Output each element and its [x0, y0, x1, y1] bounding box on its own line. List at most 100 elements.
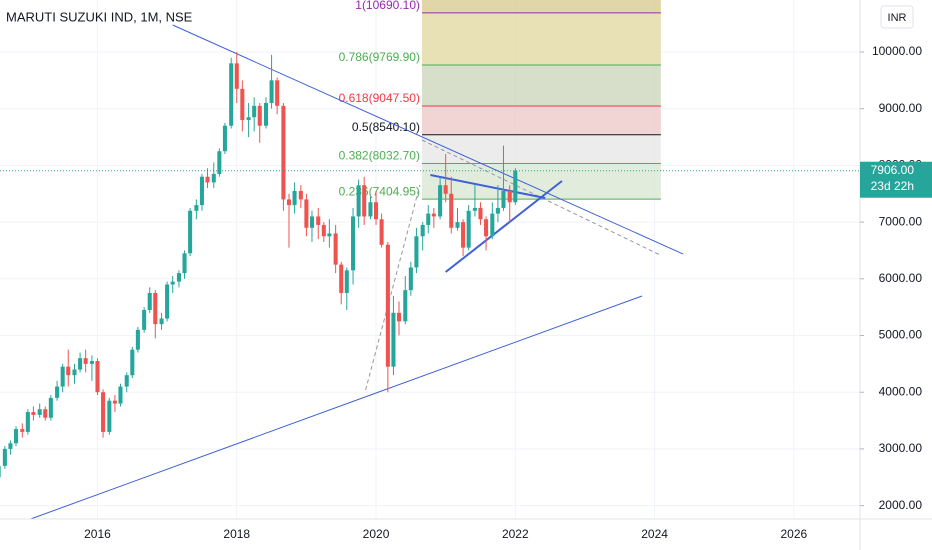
candle-body	[66, 366, 71, 376]
candle-body	[408, 267, 413, 291]
candle-body	[199, 176, 204, 206]
candle-body	[351, 216, 356, 271]
last-price-label: 7906.00	[871, 163, 915, 177]
trend-line	[365, 184, 421, 391]
candle-body	[495, 207, 500, 214]
candle-body	[72, 369, 77, 376]
candle-body	[246, 117, 251, 121]
fib-label: 1(10690.10)	[355, 0, 420, 12]
candle-body	[252, 105, 257, 118]
candle-body	[0, 465, 1, 478]
candle-body	[147, 292, 152, 310]
candle-body	[466, 210, 471, 248]
candle-body	[461, 222, 466, 248]
y-tick-label: 5000.00	[879, 328, 923, 342]
candle-body	[379, 219, 384, 245]
trend-line	[172, 24, 684, 255]
candle-body	[20, 429, 25, 432]
fib-band	[421, 12, 661, 66]
last-price-tag	[860, 161, 932, 198]
candle-body	[182, 253, 187, 274]
candle-body	[95, 361, 100, 393]
candle-body	[188, 210, 193, 254]
candle-body	[385, 244, 390, 367]
currency-box[interactable]	[880, 5, 914, 29]
y-tick-label: 2000.00	[879, 498, 923, 512]
candle-body	[420, 224, 425, 237]
candle-body	[165, 284, 170, 319]
candle-body	[374, 202, 379, 220]
candle-body	[438, 185, 443, 217]
candle-body	[8, 443, 13, 449]
candle-body	[309, 216, 314, 228]
candle-body	[298, 190, 303, 200]
candle-body	[222, 125, 227, 152]
candle-body	[101, 392, 106, 432]
candle-body	[513, 170, 518, 203]
candle-body	[78, 358, 83, 370]
trend-line	[430, 174, 546, 199]
currency[interactable]: INR	[888, 12, 907, 24]
candle-body	[490, 213, 495, 237]
trend-line	[30, 295, 643, 519]
candle-body	[83, 358, 88, 364]
candle-body	[281, 105, 286, 200]
candle-body	[135, 329, 140, 350]
x-tick-label: 2024	[641, 527, 668, 541]
x-tick-label: 2026	[780, 527, 807, 541]
candle-body	[170, 281, 175, 285]
trend-line	[421, 139, 661, 256]
candle-body	[112, 400, 117, 404]
candle-body	[501, 190, 506, 208]
y-tick-label: 6000.00	[879, 271, 923, 285]
candle-body	[431, 213, 436, 217]
candle-body	[327, 233, 332, 237]
candle-body	[107, 400, 112, 432]
candle-body	[130, 349, 135, 376]
candle-body	[234, 63, 239, 89]
chart-title: MARUTI SUZUKI IND, 1M, NSE	[6, 9, 193, 24]
candle-body	[292, 190, 297, 206]
y-tick-label: 7000.00	[879, 214, 923, 228]
x-tick-label: 2022	[502, 527, 529, 541]
candle-body	[25, 412, 30, 432]
candle-body	[507, 190, 512, 203]
candle-body	[333, 233, 338, 265]
candle-body	[153, 292, 158, 325]
y-tick-label: 9000.00	[879, 101, 923, 115]
candle-body	[443, 185, 448, 194]
candle-body	[356, 185, 361, 217]
candle-body	[205, 176, 210, 183]
fib-band	[421, 65, 661, 107]
fib-label: 0.5(8540.10)	[352, 120, 420, 134]
candle-body	[472, 207, 477, 211]
candle-body	[339, 264, 344, 293]
fib-band	[421, 134, 661, 164]
candle-body	[55, 386, 60, 398]
candle-body	[344, 270, 349, 293]
candle-body	[13, 429, 19, 444]
candle-body	[316, 216, 321, 225]
fib-band	[421, 106, 661, 135]
candle-body	[31, 412, 36, 415]
y-tick-label: 10000.00	[872, 44, 922, 58]
candle-body	[455, 222, 460, 228]
candle-body	[414, 236, 419, 268]
x-tick-label: 2016	[84, 527, 111, 541]
candle-body	[48, 397, 53, 418]
candle-body	[484, 219, 489, 237]
candle-body	[275, 80, 280, 106]
candle-body	[159, 318, 164, 325]
fib-label: 0.786(9769.90)	[339, 50, 420, 64]
candle-body	[60, 366, 65, 387]
candle-body	[391, 312, 396, 367]
candle-body	[362, 185, 367, 217]
candle-body	[403, 290, 408, 322]
candle-body	[43, 409, 48, 418]
candle-body	[124, 375, 129, 387]
candle-body	[89, 361, 94, 364]
fib-label: 0.618(9047.50)	[339, 91, 420, 105]
candle-body	[304, 199, 309, 228]
candle-body	[321, 224, 326, 237]
